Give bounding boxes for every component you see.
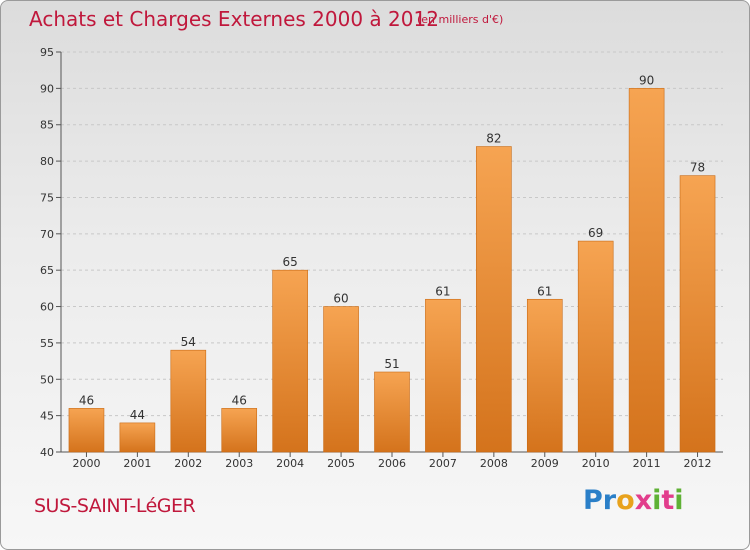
data-label: 90 [639,73,654,87]
data-label: 44 [130,408,145,422]
x-tick-label: 2000 [72,457,100,470]
logo-letter: o [616,485,635,516]
y-tick-label: 50 [40,373,54,386]
data-label: 69 [588,226,603,240]
logo-letter: t [661,485,675,516]
data-label: 51 [384,357,399,371]
x-tick-label: 2002 [174,457,202,470]
logo-letter: i [652,485,662,516]
x-tick-label: 2004 [276,457,304,470]
bar [628,88,665,453]
data-label: 78 [690,161,705,175]
bar [68,408,105,453]
y-tick-label: 55 [40,337,54,350]
x-tick-label: 2011 [633,457,661,470]
x-tick-label: 2008 [480,457,508,470]
y-tick-label: 80 [40,155,54,168]
bar [272,269,308,453]
y-tick-label: 70 [40,228,54,241]
proxiti-logo[interactable]: Proxiti [583,485,684,516]
bar [323,306,359,453]
bar [679,175,716,453]
commune-name: SUS-SAINT-LéGER [34,495,196,517]
logo-letter: x [634,485,653,516]
y-tick-label: 85 [40,119,54,132]
bars [68,88,716,453]
logo-letter: P [583,485,603,516]
bar [170,349,207,453]
logo-letter: i [674,485,684,516]
y-tick-label: 65 [40,264,54,277]
data-label: 82 [486,132,501,146]
bar [425,298,461,453]
y-tick-label: 40 [40,446,54,459]
data-label: 46 [79,393,94,407]
x-tick-label: 2010 [582,457,610,470]
x-tick-label: 2003 [225,457,253,470]
data-label: 61 [537,284,552,298]
data-labels: 46 44 54 46 65 60 51 61 82 61 69 90 78 [79,73,705,422]
x-tick-label: 2012 [684,457,712,470]
logo-letter: r [602,485,617,516]
data-label: 60 [333,292,348,306]
bar [374,371,410,453]
data-label: 61 [435,284,450,298]
x-tick-label: 2009 [531,457,559,470]
y-tick-label: 75 [40,191,54,204]
bar [221,408,258,453]
x-tick-label: 2006 [378,457,406,470]
x-tick-label: 2001 [123,457,151,470]
y-tick-label: 60 [40,301,54,314]
x-tick-label: 2007 [429,457,457,470]
y-tick-label: 95 [40,46,54,59]
bar [119,422,156,453]
y-tick-label: 90 [40,82,54,95]
data-label: 65 [283,255,298,269]
bar [476,146,512,453]
bar [577,240,614,453]
y-tick-label: 45 [40,410,54,423]
chart-subtitle: (en milliers d'€) [417,13,504,26]
bar [526,298,563,453]
data-label: 54 [181,335,196,349]
chart-title: Achats et Charges Externes 2000 à 2012 [29,7,439,31]
x-tick-label: 2005 [327,457,355,470]
data-label: 46 [232,393,247,407]
